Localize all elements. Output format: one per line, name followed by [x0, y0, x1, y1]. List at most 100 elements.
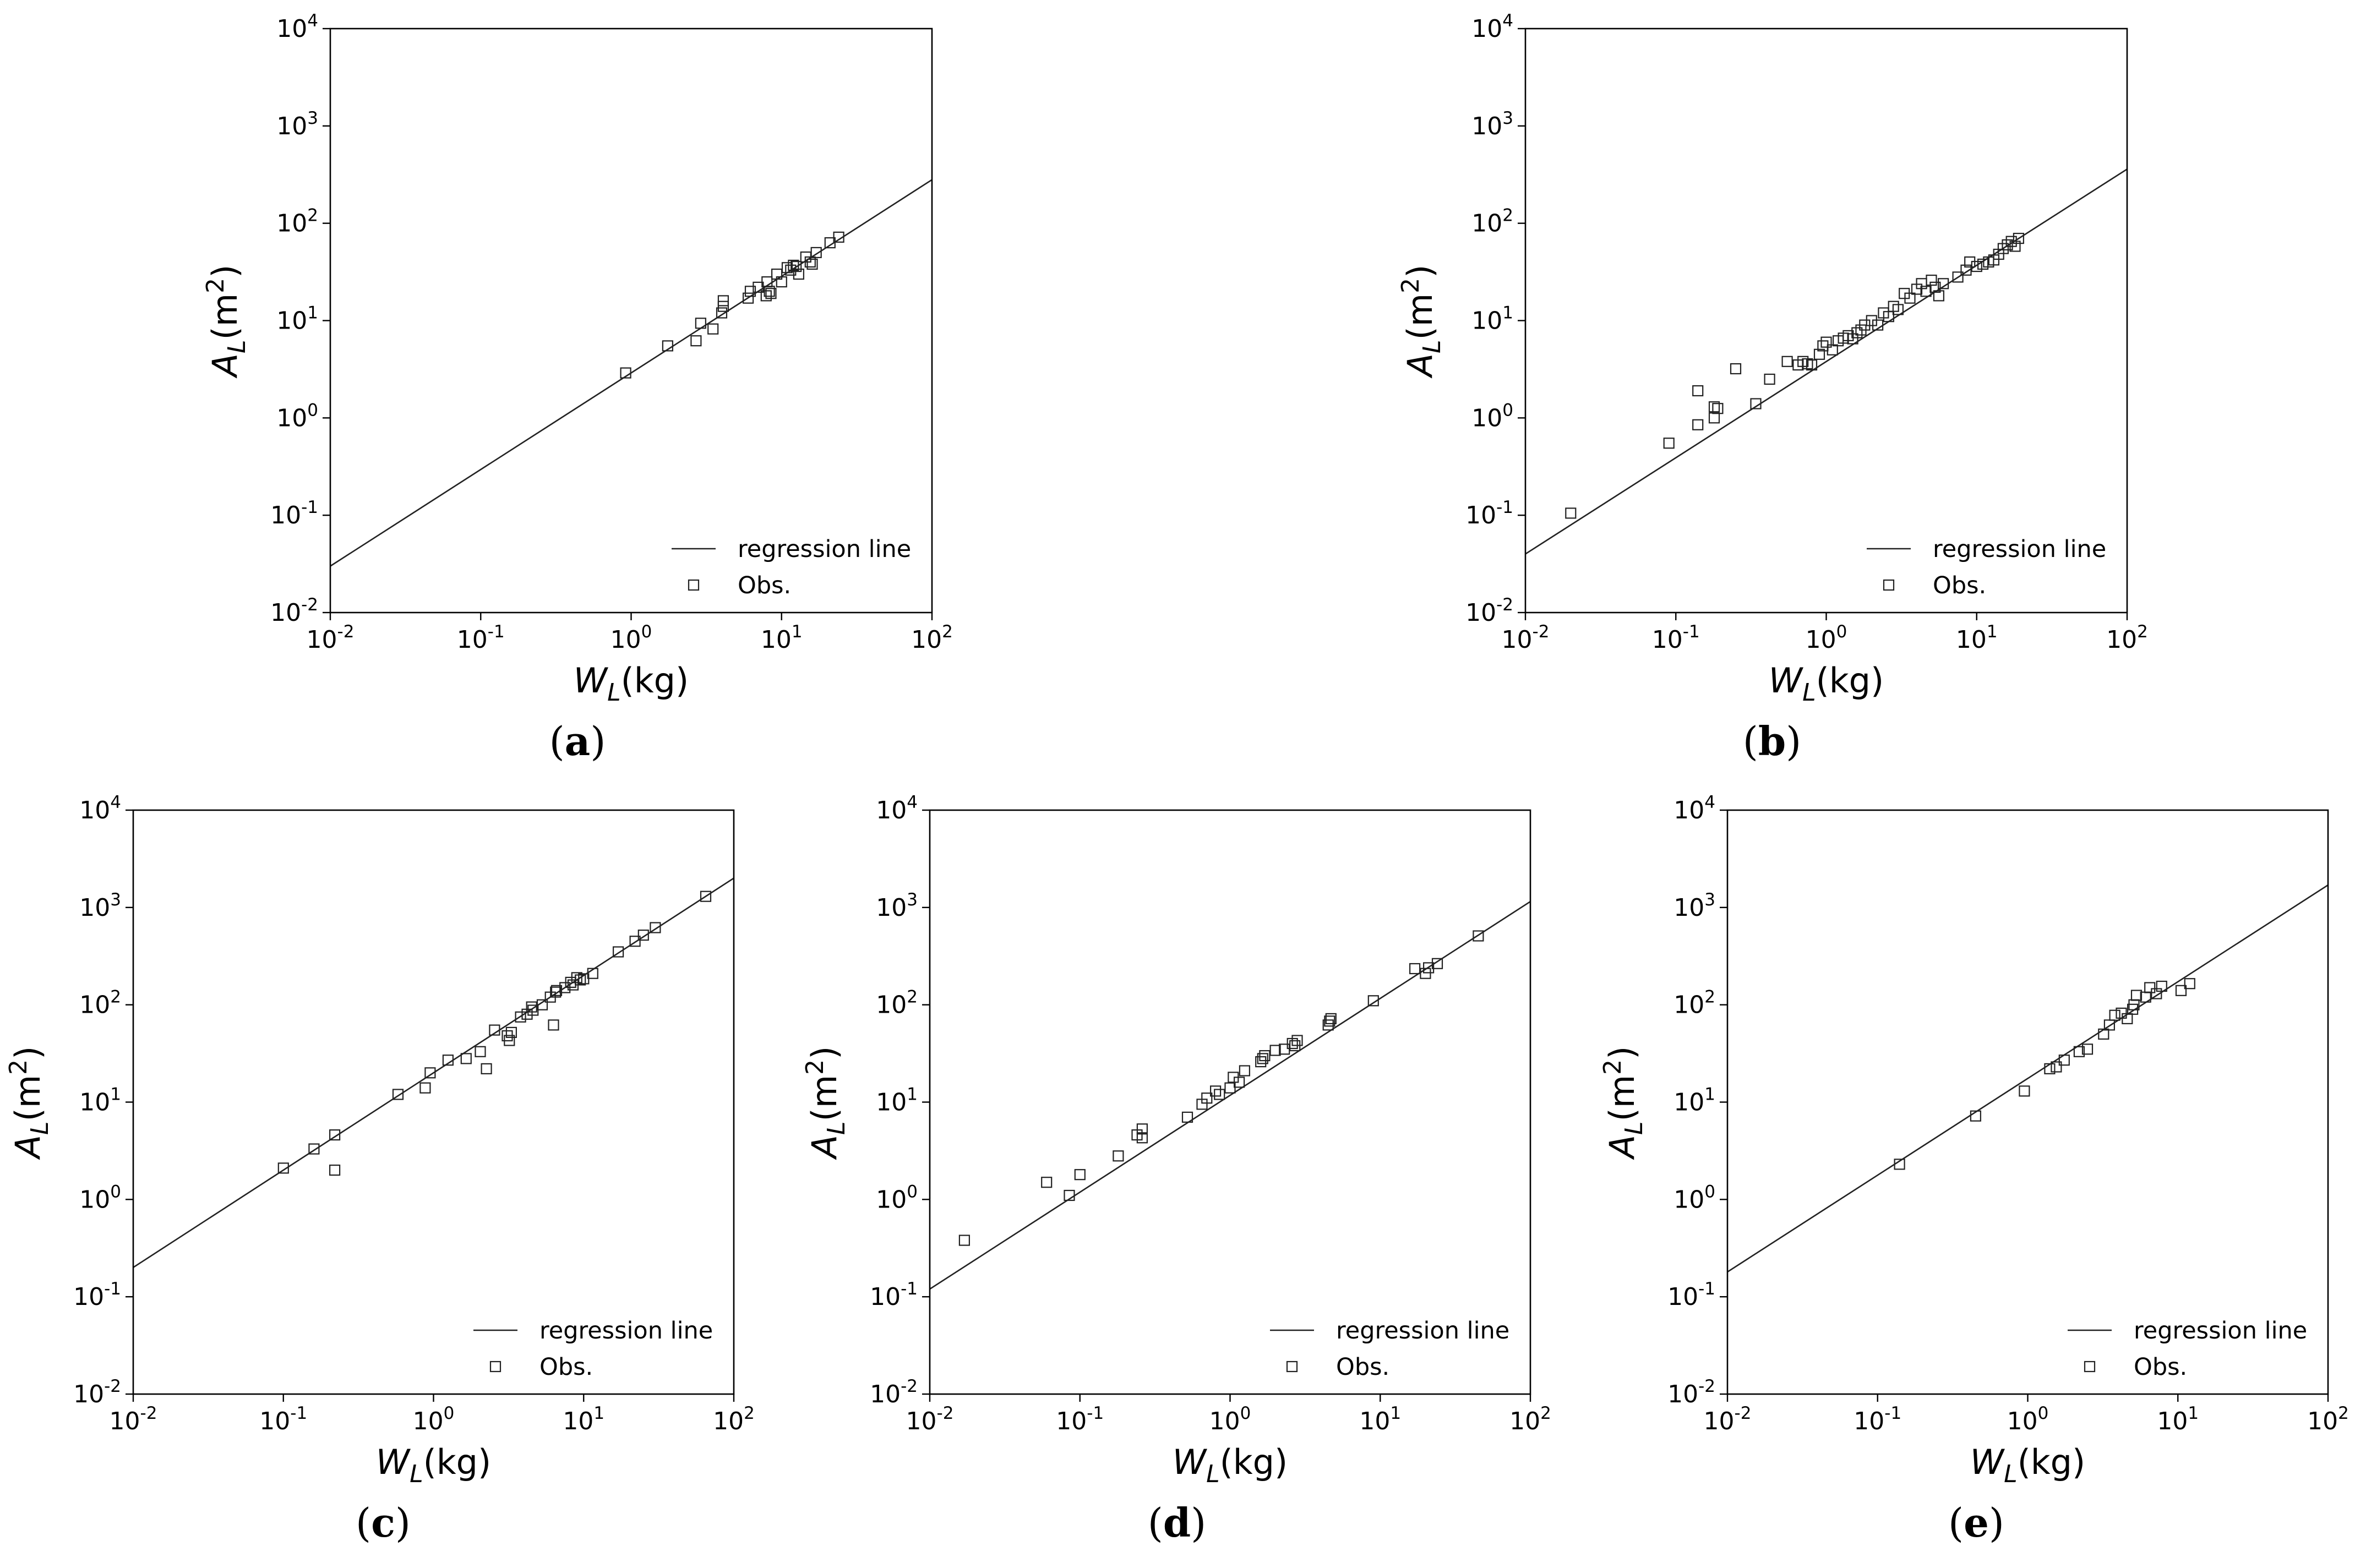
obs-point: [2130, 990, 2143, 1001]
y-tick-label: 101: [79, 1085, 121, 1117]
y-tick-label: 102: [79, 987, 121, 1019]
obs-point: [1920, 286, 1932, 297]
obs-point: [2002, 239, 2013, 250]
obs-point: [1827, 344, 1838, 356]
obs-point: [1872, 319, 1884, 331]
y-tick-label: 104: [1471, 11, 1513, 43]
obs-point: [1806, 359, 1818, 371]
y-tick-label: 101: [1673, 1085, 1715, 1117]
obs-point: [1423, 962, 1435, 974]
obs-point: [587, 968, 598, 979]
plot-frame: [1726, 809, 2329, 1395]
obs-point: [1730, 363, 1742, 375]
obs-point: [1820, 336, 1832, 348]
plot-frame: [1524, 28, 2128, 614]
obs-point: [765, 288, 777, 299]
y-tick-label: 103: [876, 890, 918, 922]
legend-square-swatch: [1883, 579, 1895, 591]
obs-point: [1692, 419, 1704, 430]
obs-point: [1933, 290, 1944, 302]
obs-point: [1431, 958, 1443, 969]
obs-point: [690, 335, 702, 347]
obs-point: [504, 1035, 515, 1046]
x-axis: 10-2 10-1 100 101 102: [1502, 613, 2148, 654]
obs-point: [1997, 243, 2009, 254]
obs-point: [764, 286, 775, 297]
legend-label-obs: Obs.: [1933, 572, 1986, 599]
obs-point: [1181, 1111, 1193, 1123]
obs-point: [744, 286, 756, 297]
obs-point: [1708, 401, 1720, 413]
obs-point: [2051, 1061, 2062, 1073]
obs-point: [277, 1162, 289, 1174]
obs-point: [1210, 1085, 1222, 1097]
x-tick-label: 102: [1509, 1403, 1551, 1435]
obs-point: [2058, 1055, 2070, 1066]
y-tick-label: 102: [276, 206, 318, 238]
y-axis-title: AL(m2): [1599, 1046, 1648, 1161]
y-axis: 10-2 10-1 100 101 102 103 104: [73, 793, 133, 1408]
x-tick-label: 102: [911, 622, 953, 654]
obs-point: [612, 946, 624, 958]
y-axis: 10-2 10-1 100 101 102 103 104: [1465, 11, 1525, 627]
x-tick-label: 100: [413, 1403, 455, 1435]
obs-point: [1214, 1089, 1225, 1100]
obs-point: [781, 262, 793, 274]
obs-point: [650, 922, 661, 933]
obs-point: [1322, 1019, 1334, 1031]
panel-caption: (a): [549, 718, 606, 764]
obs-point: [629, 936, 641, 947]
obs-point: [526, 1001, 537, 1013]
legend-label-obs: Obs.: [738, 572, 791, 599]
panel-caption: (d): [1148, 1499, 1207, 1546]
obs-point: [1201, 1092, 1213, 1104]
obs-point: [481, 1063, 492, 1075]
obs-point: [2073, 1046, 2085, 1057]
y-tick-label: 100: [79, 1182, 121, 1214]
obs-point: [1851, 327, 1863, 338]
obs-point: [833, 231, 844, 243]
x-axis-title: WL(kg): [376, 1442, 491, 1488]
obs-point: [550, 985, 563, 996]
obs-point: [2081, 1043, 2094, 1055]
obs-point: [1409, 963, 1421, 975]
regression-line: [930, 901, 1530, 1290]
obs-point: [695, 318, 707, 329]
x-tick-label: 102: [713, 1403, 755, 1435]
legend-label-regression: regression line: [1336, 1317, 1509, 1345]
x-axis-title: WL(kg): [1769, 660, 1884, 707]
obs-point: [1224, 1082, 1236, 1094]
x-axis: 10-2 10-1 100 101 102: [1704, 1394, 2349, 1435]
plot-area: [930, 901, 1530, 1290]
obs-point: [1971, 261, 1982, 272]
y-tick-label: 100: [876, 1182, 918, 1214]
obs-point: [717, 301, 729, 312]
obs-point: [716, 307, 728, 319]
y-tick-label: 103: [79, 890, 121, 922]
y-tick-label: 101: [276, 303, 318, 335]
obs-point: [1892, 304, 1904, 315]
obs-point: [1234, 1077, 1245, 1088]
obs-point: [442, 1055, 454, 1066]
x-tick-label: 10-2: [110, 1403, 157, 1435]
plot-area: [1525, 168, 2127, 555]
obs-point: [1781, 356, 1793, 367]
legend-square-swatch: [489, 1361, 501, 1373]
obs-point: [1239, 1065, 1250, 1077]
panel-d: 10-2 10-1 100 101 102 10-2 10-1 100 101 102 103 104…: [801, 793, 1551, 1546]
legend-label-regression: regression line: [539, 1317, 713, 1345]
obs-point: [536, 999, 548, 1010]
obs-point: [1324, 1015, 1335, 1027]
regression-line: [133, 877, 734, 1268]
obs-point: [1894, 1159, 1905, 1170]
x-tick-label: 10-2: [906, 1403, 954, 1435]
x-tick-label: 101: [563, 1403, 604, 1435]
plot-frame: [132, 809, 735, 1395]
x-axis-title: WL(kg): [1173, 1442, 1288, 1488]
obs-point: [2019, 1085, 2030, 1097]
legend-label-regression: regression line: [738, 536, 911, 563]
obs-point: [717, 295, 729, 307]
y-axis: 10-2 10-1 100 101 102 103 104: [270, 11, 330, 627]
x-tick-label: 100: [1209, 1403, 1251, 1435]
